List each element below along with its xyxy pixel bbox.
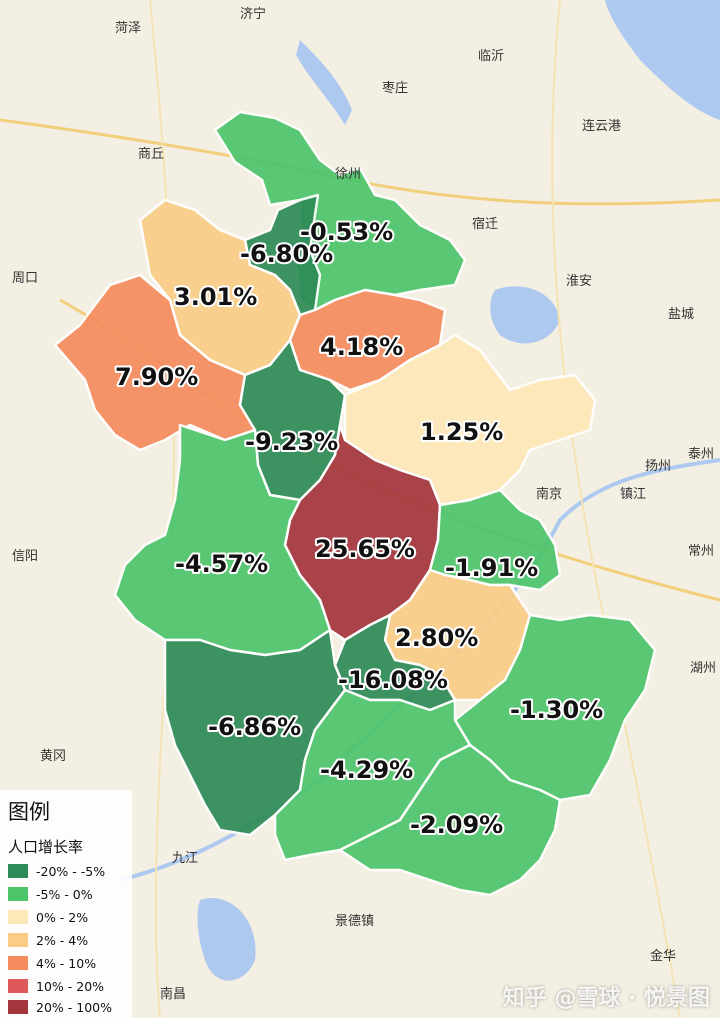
city-label: 九江 [172,851,198,866]
city-label: 南京 [536,486,562,502]
city-label: 连云港 [582,118,621,134]
city-label: 菏泽 [115,21,141,36]
city-label: 南昌 [160,986,186,1002]
legend-swatch [8,887,28,901]
city-label: 商丘 [138,147,164,162]
region-value-label-huainan: -9.23% [245,428,338,456]
region-value-label-wuhu: 2.80% [395,624,478,652]
watermark: 知乎 @雪球 · 悦景图 [502,986,710,1011]
lake-hongze [490,286,560,344]
legend-label: 10% - 20% [36,978,105,994]
region-value-label-hefei: 25.65% [315,535,415,563]
legend-title: 图例 [8,800,50,824]
city-label: 临沂 [478,49,504,64]
city-label: 枣庄 [382,80,408,96]
legend-swatch [8,979,28,993]
region-value-label-anqing: -6.86% [208,713,301,741]
city-label: 信阳 [12,549,38,564]
legend-item: 20% - 100% [8,998,112,1016]
city-labels: 济宁 菏泽 临沂 枣庄 商丘 徐州 连云港 宿迁 周口 淮安 盐城 扬州 泰州 … [12,6,716,1002]
region-huangshan[interactable] [338,743,562,897]
region-value-label-bengbu: 4.18% [320,333,403,361]
region-value-label-bozhou: 3.01% [174,283,257,311]
city-label: 周口 [12,271,38,286]
legend-item: 10% - 20% [8,977,104,995]
region-value-label-chizhou: -4.29% [320,756,413,784]
legend-swatch [8,1000,28,1014]
legend-swatch [8,933,28,947]
region-value-label-fuyang: 7.90% [115,363,198,391]
legend-label: -20% - -5% [36,863,106,879]
legend-swatch [8,956,28,970]
sea-water [605,0,720,120]
city-label: 金华 [650,948,676,964]
city-label: 扬州 [645,459,671,474]
region-value-label-maanshan: -1.91% [445,554,538,582]
legend-label: 20% - 100% [36,999,112,1015]
region-value-label-chuzhou: 1.25% [420,418,503,446]
legend-item: -20% - -5% [8,862,105,880]
legend-swatch [8,864,28,878]
region-value-label-xuancheng: -1.30% [510,696,603,724]
city-label: 湖州 [690,661,716,676]
legend-label: 2% - 4% [36,932,89,948]
city-label: 宿迁 [472,216,498,232]
lake-weishan [296,40,352,125]
legend-subtitle: 人口增长率 [8,838,84,856]
legend-label: 4% - 10% [36,955,97,971]
city-label: 镇江 [620,487,646,502]
legend-item: 2% - 4% [8,931,88,949]
map-legend: 图例 人口增长率 -20% - -5% -5% - 0% 0% - 2% 2% … [0,790,132,1018]
lake-poyang [197,898,256,981]
regions [53,110,657,897]
region-value-label-suzhou: -0.53% [300,218,393,246]
legend-swatch [8,910,28,924]
region-value-label-huangshan: -2.09% [410,811,503,839]
region-value-labels: -0.53% -6.80% 3.01% 4.18% 7.90% -9.23% 1… [113,216,605,841]
highway-4 [551,0,681,1018]
city-label: 徐州 [335,167,361,182]
region-value-label-tongling: -16.08% [338,666,448,694]
city-label: 淮安 [566,274,592,289]
region-value-label-huaibei: -6.80% [240,240,333,268]
legend-item: 0% - 2% [8,908,88,926]
legend-item: -5% - 0% [8,885,93,903]
city-label: 济宁 [240,6,266,22]
city-label: 常州 [688,544,714,559]
legend-label: -5% - 0% [36,886,93,902]
city-label: 黄冈 [40,749,66,764]
city-label: 景德镇 [335,914,374,929]
city-label: 盐城 [668,307,694,322]
legend-label: 0% - 2% [36,909,89,925]
legend-item: 4% - 10% [8,954,96,972]
region-value-label-luan: -4.57% [175,550,268,578]
city-label: 泰州 [688,447,714,462]
